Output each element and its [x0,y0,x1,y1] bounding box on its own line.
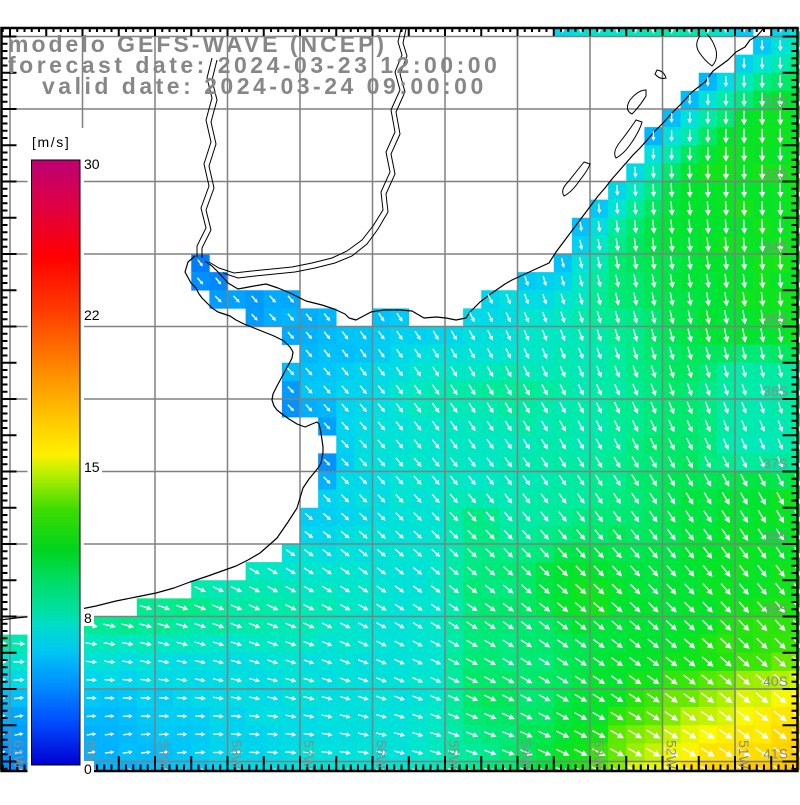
svg-text:38S: 38S [763,528,788,544]
svg-text:41S: 41S [763,746,788,762]
svg-text:57W: 57W [301,740,317,770]
svg-text:[m/s]: [m/s] [32,134,70,150]
svg-text:forecast date: 2024-03-23 12:0: forecast date: 2024-03-23 12:00:00 [8,52,500,78]
svg-text:56W: 56W [374,740,390,770]
svg-text:30: 30 [84,156,100,172]
svg-text:54W: 54W [519,740,535,770]
svg-text:8: 8 [84,610,92,626]
svg-text:37S: 37S [763,456,788,472]
svg-text:22: 22 [84,307,100,323]
svg-text:53W: 53W [591,740,607,770]
svg-text:51W: 51W [736,740,752,770]
svg-text:58W: 58W [229,740,245,770]
svg-text:34S: 34S [763,238,788,254]
svg-text:33S: 33S [763,166,788,182]
svg-text:valid date: 2024-03-24 09:00:0: valid date: 2024-03-24 09:00:00 [42,73,487,99]
svg-text:0: 0 [84,761,92,777]
svg-text:59W: 59W [156,740,172,770]
svg-text:39S: 39S [763,601,788,617]
svg-text:55W: 55W [446,740,462,770]
svg-text:52W: 52W [664,740,680,770]
svg-text:35S: 35S [763,311,788,327]
svg-text:32S: 32S [763,93,788,109]
svg-text:61W: 61W [11,740,27,770]
svg-text:36S: 36S [763,383,788,399]
svg-text:40S: 40S [763,673,788,689]
svg-text:15: 15 [84,459,100,475]
svg-text:modelo GEFS-WAVE (NCEP): modelo GEFS-WAVE (NCEP) [8,31,387,57]
